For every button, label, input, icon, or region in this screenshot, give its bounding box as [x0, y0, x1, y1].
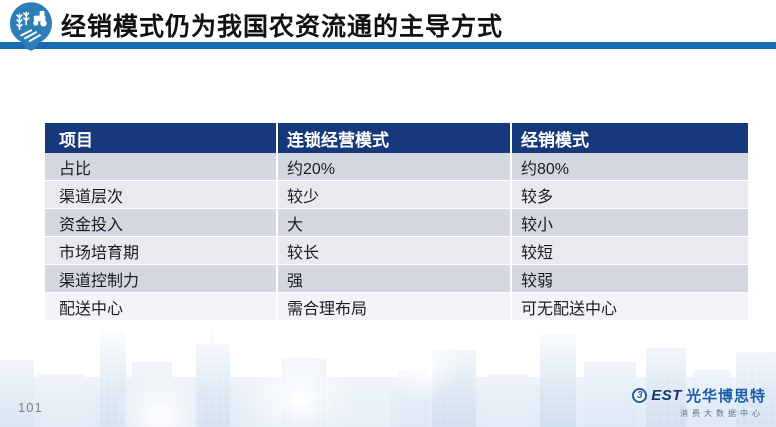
- page-title: 经销模式仍为我国农资流通的主导方式: [61, 13, 504, 41]
- table-header-row: 项目 连锁经营模式 经销模式: [45, 123, 748, 153]
- table-cell: 较多: [512, 181, 748, 209]
- brand-subtitle: 消费大数据中心: [680, 409, 764, 418]
- table-cell: 约20%: [278, 153, 512, 181]
- table-cell: 渠道控制力: [45, 265, 278, 293]
- table-row: 配送中心 需合理布局 可无配送中心: [45, 293, 748, 321]
- table-cell: 强: [278, 265, 512, 293]
- table-cell: 较短: [512, 237, 748, 265]
- table-row: 资金投入 大 较小: [45, 209, 748, 237]
- table-cell: 需合理布局: [278, 293, 512, 321]
- brand-name: 光华博思特: [685, 388, 766, 405]
- table-row: 占比 约20% 约80%: [45, 153, 748, 181]
- column-header-distribution-model: 经销模式: [512, 123, 748, 153]
- best-circle-3-icon: 3: [632, 388, 648, 403]
- slide-header: 经销模式仍为我国农资流通的主导方式: [0, 0, 776, 58]
- table-cell: 资金投入: [45, 209, 278, 237]
- table-cell: 较少: [278, 181, 512, 209]
- cityscape-background: [0, 322, 776, 427]
- table-cell: 可无配送中心: [512, 293, 748, 321]
- brand-footer: 3 EST 光华博思特 消费大数据中心: [632, 385, 766, 419]
- table-row: 渠道控制力 强 较弱: [45, 265, 748, 293]
- table-row: 市场培育期 较长 较短: [45, 237, 748, 265]
- column-header-chain-model: 连锁经营模式: [278, 123, 512, 153]
- brand-est-text: EST: [651, 387, 682, 404]
- table-cell: 较弱: [512, 265, 748, 293]
- table-cell: 配送中心: [45, 293, 278, 321]
- table-cell: 较小: [512, 209, 748, 237]
- brand-logo-row: 3 EST 光华博思特: [632, 385, 766, 406]
- table-cell: 市场培育期: [45, 237, 278, 265]
- table-cell: 占比: [45, 153, 278, 181]
- table-cell: 较长: [278, 237, 512, 265]
- comparison-table: 项目 连锁经营模式 经销模式 占比 约20% 约80% 渠道层次 较少 较多 资…: [45, 123, 748, 321]
- cityscape-skyline-art: [0, 322, 776, 427]
- column-header-item: 项目: [45, 123, 278, 153]
- page-number: 101: [18, 400, 43, 415]
- table-cell: 大: [278, 209, 512, 237]
- title-accent-rule: [0, 42, 776, 49]
- agri-balloon-logo-icon: [8, 1, 54, 58]
- table-row: 渠道层次 较少 较多: [45, 181, 748, 209]
- table-cell: 约80%: [512, 153, 748, 181]
- table-cell: 渠道层次: [45, 181, 278, 209]
